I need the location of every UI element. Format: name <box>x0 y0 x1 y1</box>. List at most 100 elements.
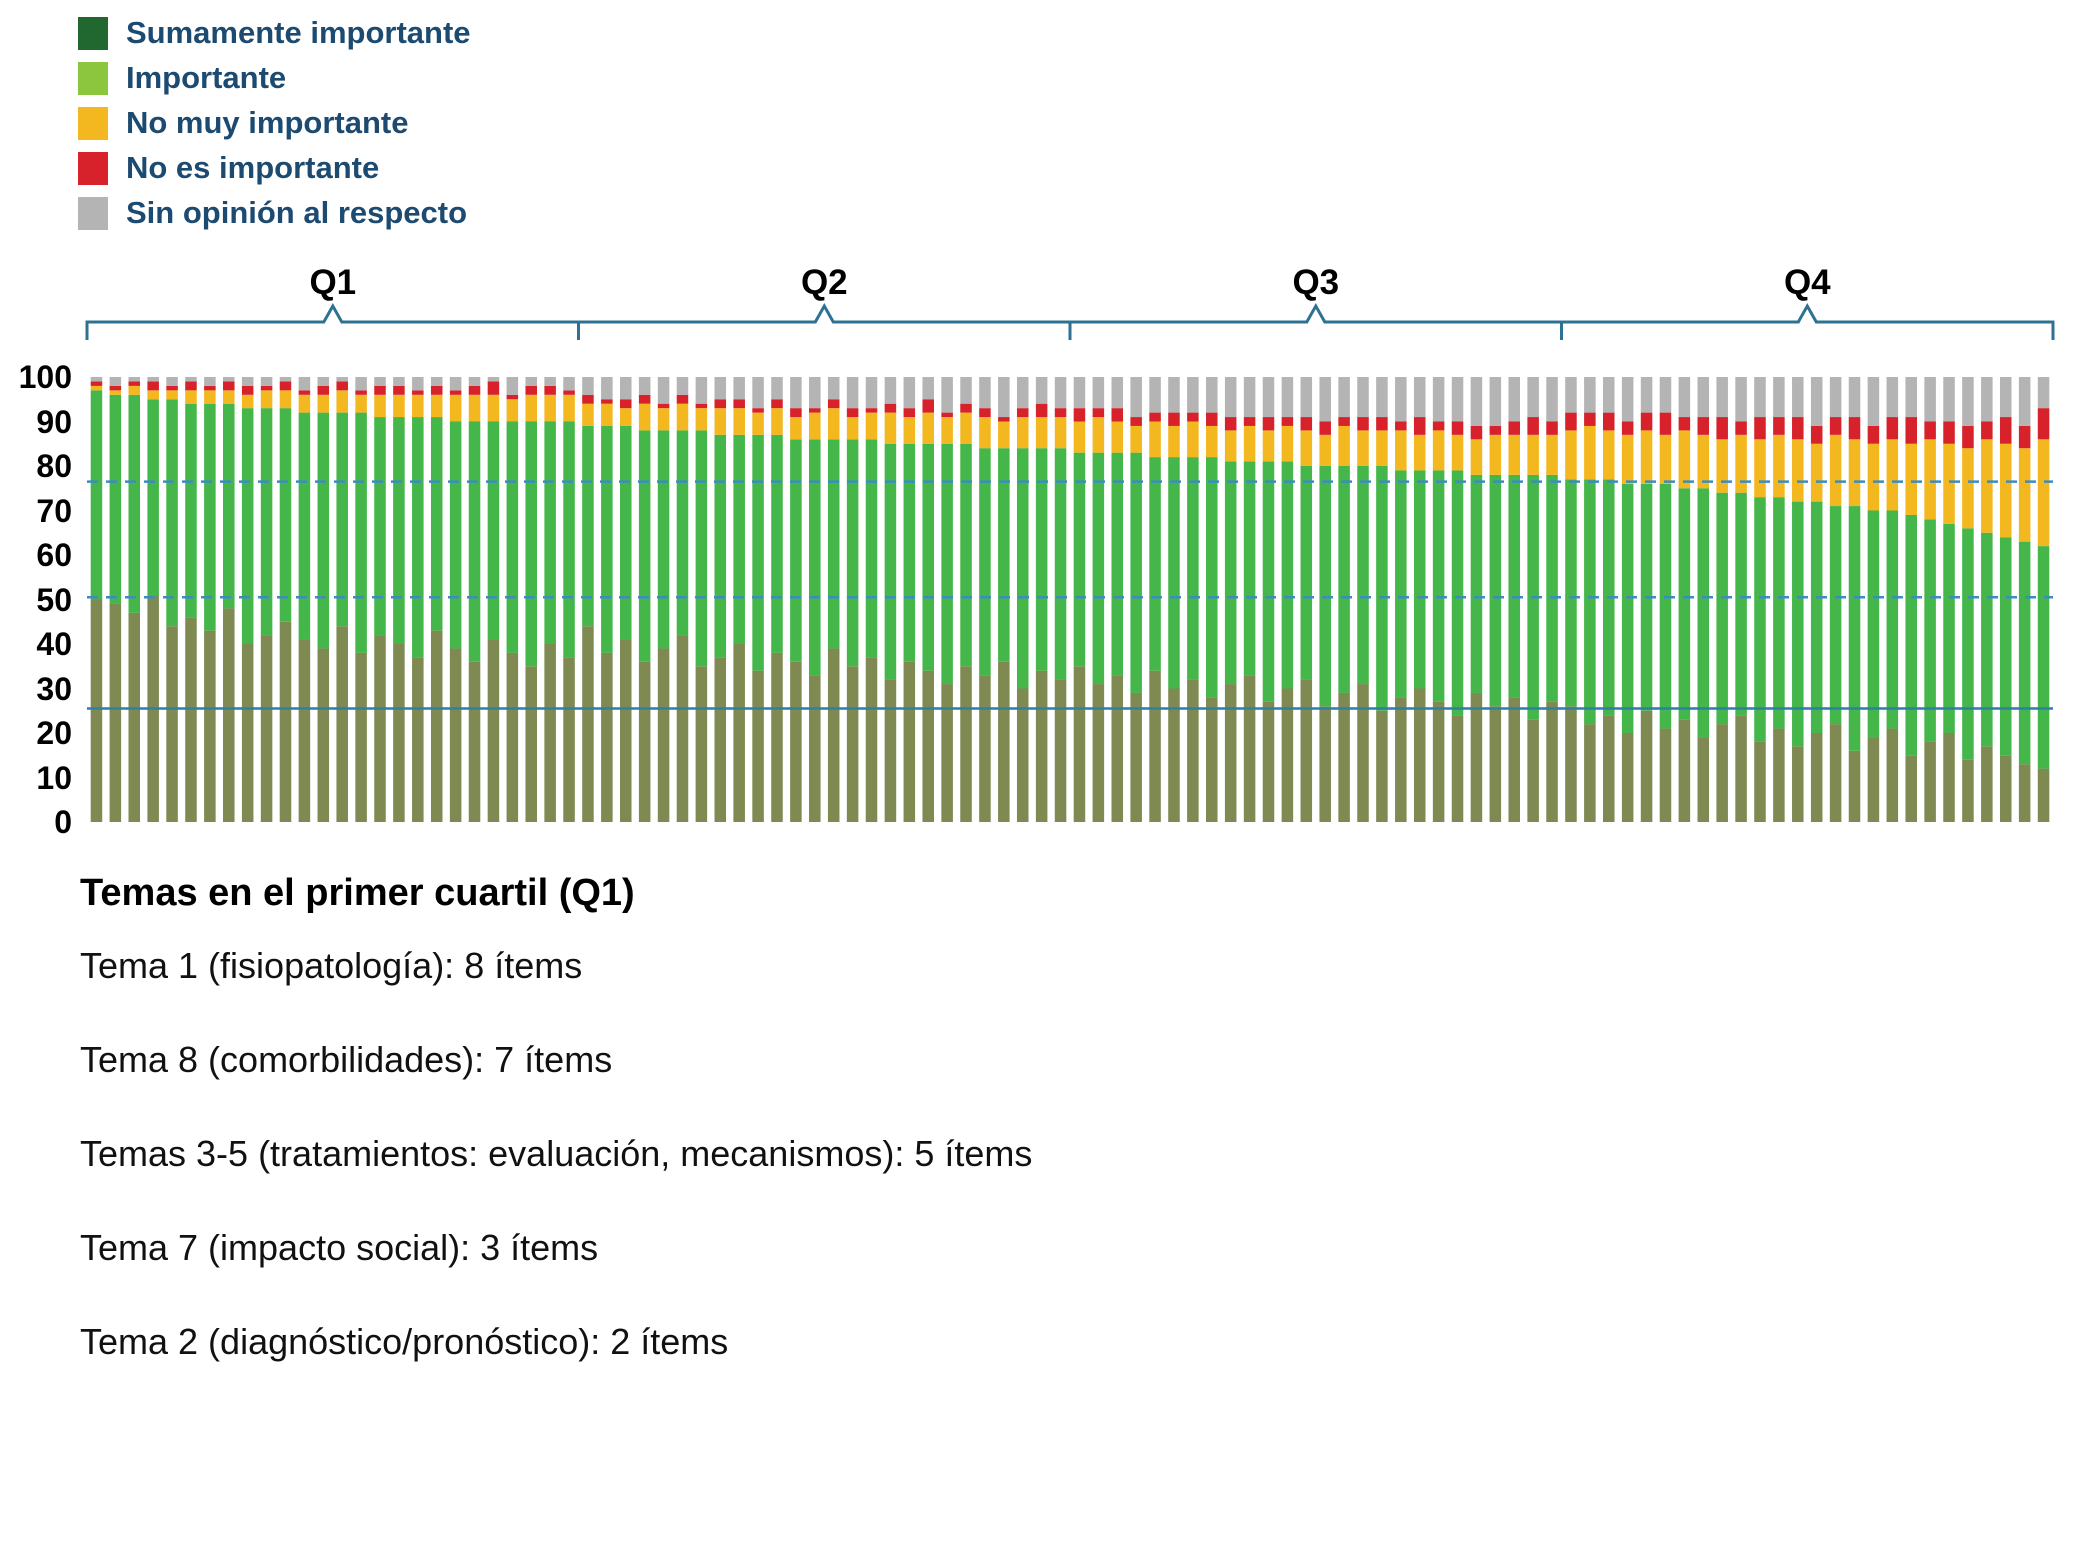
bar-segment <box>1168 412 1180 426</box>
bar-segment <box>1584 724 1596 822</box>
bar-segment <box>865 439 878 658</box>
bar-segment <box>1640 377 1653 413</box>
bar-segment <box>582 377 594 395</box>
bar-segment <box>1168 457 1180 689</box>
bar-segment <box>241 394 254 409</box>
bar-segment <box>298 412 311 640</box>
bar-segment <box>1300 430 1313 466</box>
bar-segment <box>1527 377 1539 418</box>
bar-segment <box>1546 421 1558 435</box>
bar-segment <box>922 399 934 413</box>
bar-segment <box>185 403 197 618</box>
bar-segment <box>1016 417 1029 449</box>
bar-segment <box>1924 741 1936 822</box>
bar-segment <box>430 394 443 418</box>
bar-segment <box>109 603 122 822</box>
bar-segment <box>1659 728 1672 822</box>
legend-item: No muy importante <box>78 106 471 140</box>
bar-segment <box>1867 443 1880 511</box>
bar-segment <box>1262 701 1275 822</box>
bar-segment <box>1092 377 1105 409</box>
bar-segment <box>998 421 1010 449</box>
bar-segment <box>1659 434 1672 484</box>
bar-segment <box>185 390 197 404</box>
bar-segment <box>1206 697 1218 822</box>
legend-label: No es importante <box>126 150 380 186</box>
bar-segment <box>128 612 141 822</box>
bar-segment <box>1602 715 1615 822</box>
bar-segment <box>166 385 178 391</box>
bar-segment <box>601 403 613 426</box>
bar-segment <box>1395 697 1407 822</box>
bar-segment <box>1376 710 1388 822</box>
bar-segment <box>544 385 556 395</box>
bar-segment <box>1187 679 1199 822</box>
bar-segment <box>487 394 500 422</box>
legend-swatch <box>78 151 108 185</box>
bar-segment <box>506 394 519 400</box>
bar-segment <box>884 377 897 404</box>
bar-segment <box>1584 479 1596 725</box>
bar-segment <box>582 394 594 404</box>
bar-segment <box>525 421 537 667</box>
bar-segment <box>1243 675 1256 822</box>
bar-segment <box>1829 434 1842 507</box>
bar-segment <box>374 635 386 822</box>
bar-segment <box>166 377 178 386</box>
stacked-bar-chart <box>75 360 2065 838</box>
bar-segment <box>109 377 122 386</box>
bar-segment <box>1130 377 1142 418</box>
bar-segment <box>638 403 651 431</box>
bar-segment <box>1262 430 1275 462</box>
bar-segment <box>1621 733 1634 822</box>
bar-segment <box>506 399 519 422</box>
bar-segment <box>1054 417 1067 449</box>
bar-segment <box>393 377 405 386</box>
bar-segment <box>1376 377 1388 418</box>
bar-segment <box>752 412 764 435</box>
bar-segment <box>185 381 197 391</box>
bar-segment <box>1149 377 1161 413</box>
bar-segment <box>1016 688 1029 822</box>
bar-segment <box>1716 377 1728 418</box>
bar-segment <box>317 377 330 386</box>
bar-segment <box>544 644 556 822</box>
bar-segment <box>241 377 254 386</box>
bar-segment <box>1413 417 1426 435</box>
bar-segment <box>1848 377 1861 418</box>
bar-segment <box>1905 417 1917 444</box>
bar-segment <box>525 385 537 395</box>
bar-segment <box>884 412 897 444</box>
bar-segment <box>1621 434 1634 484</box>
bar-segment <box>714 434 727 658</box>
bar-segment <box>827 408 840 440</box>
bar-segment <box>1224 461 1237 685</box>
legend-label: Sumamente importante <box>126 15 471 50</box>
bar-segment <box>1829 377 1842 418</box>
bar-segment <box>1149 457 1161 671</box>
bar-segment <box>790 661 802 822</box>
legend-label: Importante <box>126 60 287 96</box>
bar-segment <box>1300 377 1313 418</box>
bar-segment <box>2037 377 2050 409</box>
bar-segment <box>374 417 386 636</box>
bar-segment <box>998 661 1010 822</box>
bar-segment <box>619 408 632 426</box>
bar-segment <box>1489 377 1502 426</box>
bar-segment <box>1981 439 1993 533</box>
bar-segment <box>1565 706 1577 822</box>
bar-segment <box>1659 483 1672 729</box>
bar-segment <box>525 666 537 822</box>
bar-segment <box>487 639 500 822</box>
bar-segment <box>695 377 708 404</box>
bar-segment <box>1016 408 1029 418</box>
bar-segment <box>260 385 273 391</box>
y-tick-label: 90 <box>36 403 72 440</box>
bar-segment <box>412 377 424 391</box>
bar-segment <box>393 644 405 822</box>
bar-segment <box>260 408 273 636</box>
bar-segment <box>1640 412 1653 431</box>
bar-segment <box>506 652 519 822</box>
bar-segment <box>695 408 708 431</box>
bar-segment <box>1546 701 1558 822</box>
